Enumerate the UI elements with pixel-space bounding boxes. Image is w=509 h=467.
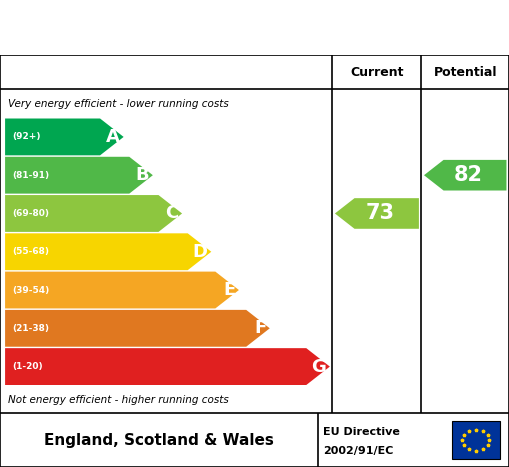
Text: B: B xyxy=(136,166,149,184)
Polygon shape xyxy=(5,348,330,385)
Polygon shape xyxy=(5,234,211,270)
Text: G: G xyxy=(312,358,326,375)
Polygon shape xyxy=(335,198,419,229)
Text: Very energy efficient - lower running costs: Very energy efficient - lower running co… xyxy=(8,99,229,109)
Polygon shape xyxy=(5,310,270,347)
Polygon shape xyxy=(5,157,153,194)
Polygon shape xyxy=(5,195,182,232)
Polygon shape xyxy=(424,160,506,191)
Text: 73: 73 xyxy=(365,204,394,224)
Text: (92+): (92+) xyxy=(13,133,41,142)
Text: (1-20): (1-20) xyxy=(13,362,43,371)
Text: E: E xyxy=(223,281,235,299)
Text: 82: 82 xyxy=(454,165,483,185)
Text: Current: Current xyxy=(350,66,404,78)
Text: (69-80): (69-80) xyxy=(13,209,50,218)
Text: EU Directive: EU Directive xyxy=(323,427,400,437)
Text: 2002/91/EC: 2002/91/EC xyxy=(323,446,393,456)
Text: Potential: Potential xyxy=(434,66,497,78)
Bar xyxy=(452,421,500,460)
Text: F: F xyxy=(254,319,266,337)
Text: D: D xyxy=(193,243,208,261)
Text: England, Scotland & Wales: England, Scotland & Wales xyxy=(44,432,274,448)
Text: (55-68): (55-68) xyxy=(13,247,50,256)
Text: (39-54): (39-54) xyxy=(13,285,50,295)
Text: (21-38): (21-38) xyxy=(13,324,50,333)
Text: C: C xyxy=(165,205,179,222)
Text: Not energy efficient - higher running costs: Not energy efficient - higher running co… xyxy=(8,395,229,405)
Text: (81-91): (81-91) xyxy=(13,171,50,180)
Polygon shape xyxy=(5,272,239,308)
Text: A: A xyxy=(106,128,120,146)
Polygon shape xyxy=(5,119,124,156)
Text: Energy Efficiency Rating: Energy Efficiency Rating xyxy=(15,15,341,40)
